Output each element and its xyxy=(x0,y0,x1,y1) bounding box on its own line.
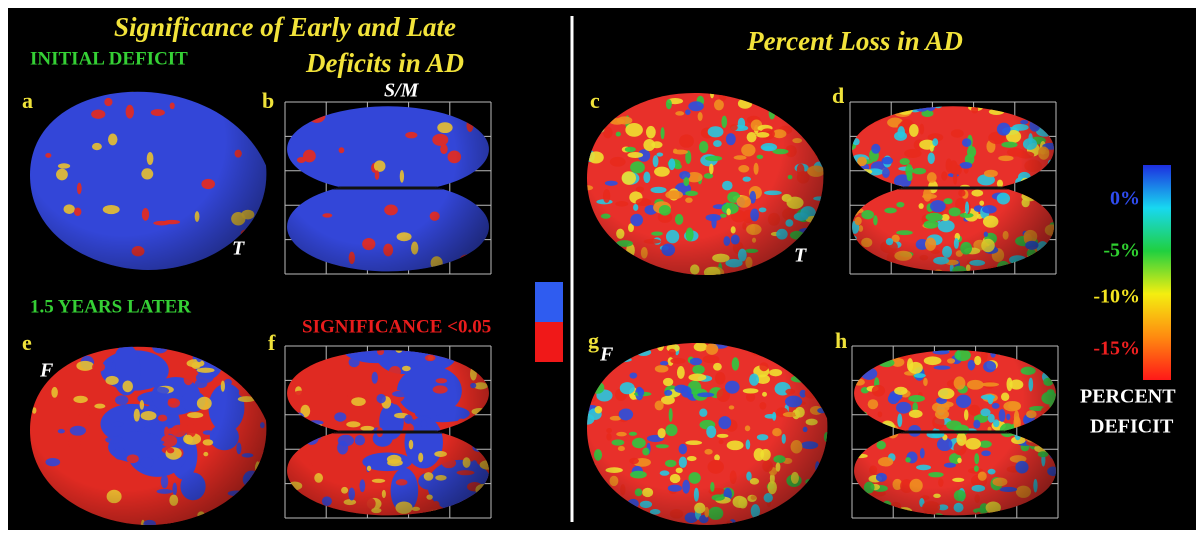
title-line: Significance of Early and Late xyxy=(114,12,456,42)
annotation: F xyxy=(599,344,614,366)
panel-label: d xyxy=(832,83,844,108)
colorbar-tick: -10% xyxy=(1093,286,1140,308)
colorbar-title: DEFICIT xyxy=(1090,416,1174,438)
annotation: T xyxy=(794,245,807,267)
brain-shading xyxy=(587,342,828,525)
brain-shading xyxy=(30,346,267,525)
annotation: F xyxy=(39,360,54,382)
panel-label: h xyxy=(835,328,847,353)
colorbar xyxy=(1143,165,1171,380)
panel-label: c xyxy=(590,88,600,113)
brain-shading xyxy=(30,91,267,270)
colorbar-tick: -5% xyxy=(1103,240,1140,262)
panel-label: f xyxy=(268,330,276,355)
title: Percent Loss in AD xyxy=(746,26,963,56)
annotation: T xyxy=(232,238,245,260)
panel-label: b xyxy=(262,88,274,113)
title-line: Deficits in AD xyxy=(305,48,464,78)
row-label: INITIAL DEFICIT xyxy=(30,48,188,69)
brain-shading xyxy=(587,92,824,275)
colorbar-title: PERCENT xyxy=(1080,386,1176,408)
legend-swatch xyxy=(535,282,563,322)
panel-label: g xyxy=(588,328,599,353)
legend-swatch xyxy=(535,322,563,362)
annotation: S/M xyxy=(384,80,420,102)
panel-label: e xyxy=(22,330,32,355)
brain xyxy=(30,91,267,270)
row-label: 1.5 YEARS LATER xyxy=(30,296,191,317)
panel-label: a xyxy=(22,88,33,113)
brain xyxy=(30,346,267,525)
colorbar-tick: -15% xyxy=(1093,338,1140,360)
colorbar-tick: 0% xyxy=(1110,188,1140,210)
legend-label: SIGNIFICANCE <0.05 xyxy=(302,316,491,337)
